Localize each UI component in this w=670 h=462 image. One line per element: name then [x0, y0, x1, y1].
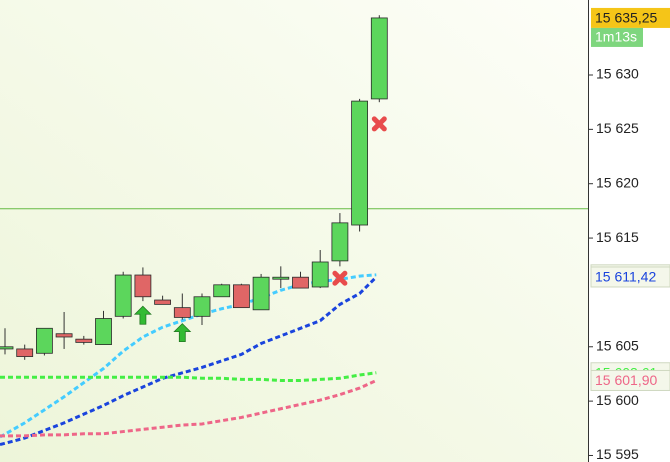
value-label: 15 601,90	[595, 372, 657, 388]
moving-average-line	[0, 273, 377, 439]
buy-arrow	[133, 305, 152, 325]
moving-average-line	[0, 275, 378, 447]
moving-average-line	[0, 371, 377, 382]
value-label: 15 611,42	[595, 269, 656, 285]
candle-body	[55, 333, 73, 338]
y-tick-label: 15 600	[596, 392, 639, 408]
candle-body	[0, 346, 14, 350]
candle-body	[272, 276, 290, 280]
y-tick-label: 15 630	[596, 66, 639, 82]
candle-body	[351, 100, 369, 226]
buy-arrow	[173, 323, 192, 343]
candle-body	[154, 299, 172, 305]
y-tick-label: 15 605	[596, 337, 639, 353]
moving-average-line	[0, 379, 377, 438]
candle-body	[331, 222, 349, 262]
y-tick-label: 15 615	[596, 229, 639, 245]
timer-box	[591, 27, 643, 47]
candle-body	[16, 348, 34, 357]
candle-body	[173, 307, 191, 318]
candle-body	[193, 296, 211, 317]
candle-body	[370, 17, 388, 100]
y-tick-label: 15 625	[596, 120, 639, 136]
candle-body	[311, 261, 329, 288]
price-label-box	[591, 7, 670, 28]
candle-body	[232, 284, 250, 309]
y-tick-label: 15 595	[596, 446, 639, 462]
y-tick-label: 15 620	[596, 174, 639, 190]
candle-body	[95, 318, 112, 345]
plot-background	[0, 0, 588, 462]
sell-cross	[371, 116, 387, 132]
value-label-box	[590, 266, 670, 288]
candle-body	[213, 284, 231, 298]
sell-cross	[332, 270, 348, 286]
candle-body	[36, 327, 53, 354]
candle-body	[292, 276, 309, 289]
timer-label: 1m13s	[595, 29, 637, 45]
candle-body	[252, 276, 270, 311]
candle-body	[134, 274, 152, 298]
price-label: 15 635,25	[595, 10, 657, 26]
candle-body	[75, 338, 93, 343]
value-label-box	[590, 369, 670, 391]
candle-body	[114, 274, 132, 317]
